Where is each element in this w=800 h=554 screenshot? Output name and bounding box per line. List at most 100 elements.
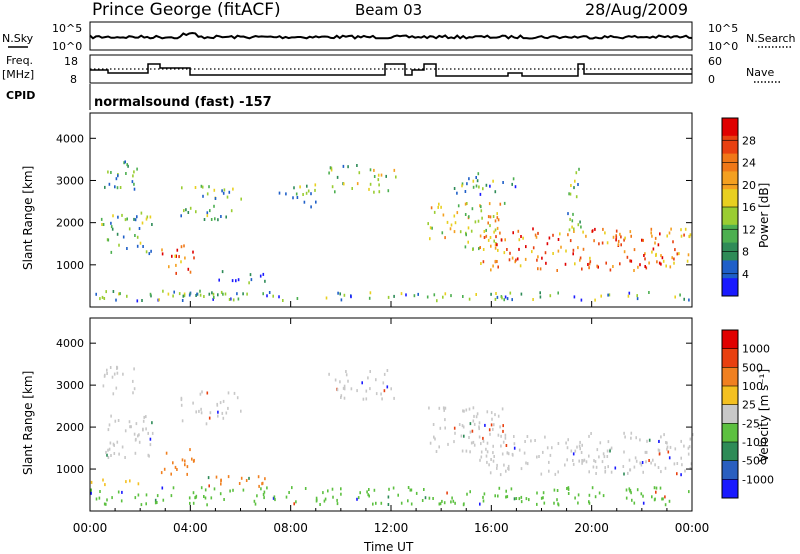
scatter-cell (497, 218, 500, 222)
scatter-cell (568, 192, 570, 196)
power-colorbar: 28 24 20 16 12 8 4 (721, 117, 756, 297)
scatter-cell (668, 499, 671, 503)
scatter-cell (219, 492, 222, 496)
scatter-cell (567, 487, 570, 491)
scatter-cell (571, 219, 574, 223)
scatter-cell (531, 250, 533, 254)
scatter-cell (581, 267, 583, 271)
scatter-cell (220, 215, 222, 218)
scatter-cell (385, 174, 387, 178)
scatter-cell (176, 468, 178, 471)
scatter-cell (572, 459, 574, 462)
scatter-cell (237, 297, 240, 301)
scatter-cell (387, 495, 390, 499)
scatter-cell (192, 459, 195, 463)
scatter-cell (201, 390, 203, 394)
scatter-cell (133, 187, 136, 191)
scatter-cell (548, 460, 550, 464)
scatter-cell (423, 488, 425, 491)
scatter-cell (501, 452, 504, 456)
scatter-cell (665, 441, 667, 444)
scatter-cell (378, 183, 380, 187)
scatter-cell (359, 491, 361, 495)
x-tick-label: 00:00 (73, 521, 108, 535)
scatter-cell (107, 448, 109, 452)
scatter-cell (100, 217, 103, 221)
scatter-cell (537, 231, 539, 235)
scatter-cell (134, 218, 137, 222)
scatter-cell (653, 486, 656, 490)
scatter-cell (565, 441, 567, 445)
scatter-cell (358, 171, 361, 175)
scatter-cell (617, 239, 620, 243)
scatter-cell (548, 469, 550, 473)
scatter-cell (296, 297, 299, 300)
scatter-cell (456, 211, 459, 215)
scatter-cell (472, 247, 474, 251)
scatter-cell (181, 186, 183, 190)
scatter-cell (188, 496, 191, 500)
scatter-cell (343, 384, 346, 388)
scatter-cell (110, 221, 112, 225)
scatter-cell (683, 233, 685, 237)
scatter-cell (104, 483, 106, 487)
scatter-cell (496, 212, 498, 216)
scatter-cell (377, 178, 380, 182)
scatter-cell (494, 219, 497, 223)
scatter-cell (434, 437, 436, 441)
scatter-cell (644, 265, 646, 268)
scatter-cell (458, 423, 461, 426)
scatter-cell (670, 227, 672, 231)
scatter-cell (542, 450, 544, 454)
scatter-cell (145, 217, 148, 221)
scatter-cell (116, 371, 119, 375)
scatter-cell (480, 262, 482, 265)
scatter-cell (623, 450, 625, 454)
scatter-cell (439, 502, 442, 506)
scatter-cell (102, 478, 104, 482)
scatter-cell (507, 452, 510, 456)
scatter-cell (339, 380, 341, 384)
velocity-ylabel: Slant Range [km] (21, 371, 35, 475)
scatter-cell (428, 406, 430, 410)
scatter-cell (220, 478, 222, 482)
scatter-cell (634, 456, 637, 460)
scatter-cell (189, 501, 191, 505)
scatter-cell (592, 465, 595, 469)
nave-tick-bottom: 0 (708, 73, 715, 86)
scatter-cell (215, 475, 218, 479)
scatter-cell (607, 465, 609, 469)
scatter-cell (576, 445, 578, 449)
scatter-cell (343, 293, 346, 297)
scatter-cell (440, 205, 442, 209)
scatter-cell (314, 183, 317, 187)
scatter-cell (488, 463, 490, 467)
scatter-cell (116, 186, 119, 190)
scatter-cell (367, 376, 369, 380)
scatter-cell (664, 495, 666, 499)
scatter-cell (478, 425, 480, 429)
scatter-cell (427, 222, 429, 226)
scatter-cell (131, 180, 134, 184)
scatter-cell (574, 179, 576, 183)
scatter-cell (273, 495, 276, 499)
scatter-cell (666, 234, 668, 238)
nsky-panel: N.Sky 10^5 10^0 10^5 10^0 N.Search (2, 21, 796, 53)
scatter-cell (106, 372, 108, 375)
scatter-cell (542, 491, 545, 495)
cpid-row: CPID normalsound (fast) -157 (6, 84, 272, 110)
scatter-cell (424, 496, 427, 500)
scatter-cell (438, 202, 440, 206)
scatter-cell (175, 254, 177, 258)
scatter-cell (229, 489, 231, 493)
scatter-cell (687, 452, 690, 456)
scatter-cell (206, 214, 209, 218)
scatter-cell (128, 227, 131, 231)
scatter-cell (504, 433, 507, 437)
scatter-cell (347, 165, 349, 169)
scatter-cell (661, 497, 663, 501)
scatter-cell (617, 243, 620, 247)
scatter-cell (149, 437, 152, 441)
scatter-cell (185, 208, 187, 212)
scatter-cell (599, 441, 602, 445)
